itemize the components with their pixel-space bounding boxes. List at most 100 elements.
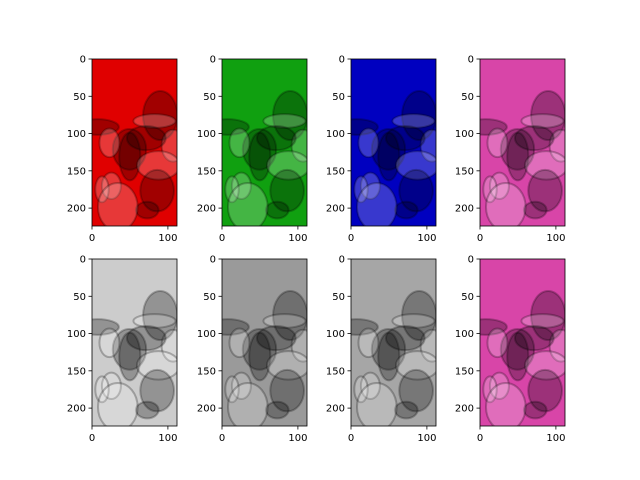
ytick-label: 50 bbox=[73, 92, 86, 103]
image-red-gray bbox=[92, 259, 177, 426]
texture-blob bbox=[384, 124, 426, 152]
ytick-label: 150 bbox=[67, 366, 86, 377]
ytick-label: 200 bbox=[455, 404, 474, 415]
texture-blob bbox=[499, 127, 536, 171]
image-base bbox=[92, 59, 177, 226]
subplot-rgb: 0 50 100 150 200 0 100 bbox=[455, 55, 566, 245]
xtick-label: 100 bbox=[546, 233, 565, 244]
subplot-green: 0 50 100 150 200 0 100 bbox=[197, 55, 308, 245]
image-base bbox=[92, 259, 177, 426]
texture-blob bbox=[520, 113, 565, 129]
xtick-label: 100 bbox=[158, 233, 177, 244]
ytick-label: 100 bbox=[67, 129, 86, 140]
texture-blob bbox=[488, 171, 510, 201]
texture-blob bbox=[548, 128, 565, 163]
texture-blob bbox=[269, 368, 305, 413]
xtick-label: 0 bbox=[348, 433, 354, 444]
axes-frame bbox=[221, 58, 308, 227]
ytick-label: 50 bbox=[332, 92, 345, 103]
texture-blob bbox=[527, 168, 563, 213]
texture-blob bbox=[355, 382, 398, 426]
texture-blob bbox=[226, 382, 269, 426]
ytick-label: 200 bbox=[197, 404, 216, 415]
xtick-label: 100 bbox=[546, 433, 565, 444]
texture-blob bbox=[530, 90, 565, 142]
ytick-label: 150 bbox=[455, 366, 474, 377]
ytick-label: 100 bbox=[326, 129, 345, 140]
ytick-label: 0 bbox=[80, 255, 86, 266]
texture-blob bbox=[484, 382, 527, 426]
texture-blob bbox=[370, 327, 407, 371]
texture-blob bbox=[265, 150, 307, 181]
texture-blob bbox=[255, 324, 297, 352]
axes-frame bbox=[91, 58, 178, 227]
texture-blob bbox=[480, 118, 508, 136]
texture-blob bbox=[523, 350, 565, 381]
ytick-label: 50 bbox=[203, 92, 216, 103]
texture-blob bbox=[527, 368, 563, 413]
texture-blob bbox=[370, 127, 407, 171]
texture-blob bbox=[228, 327, 251, 359]
ytick-label: 50 bbox=[73, 292, 86, 303]
texture-blob bbox=[224, 375, 240, 404]
texture-blob bbox=[248, 331, 272, 382]
texture-blob bbox=[359, 371, 381, 401]
texture-blob bbox=[520, 313, 565, 329]
axes-frame bbox=[479, 58, 566, 227]
image-green bbox=[222, 59, 307, 226]
texture-blob bbox=[132, 313, 177, 329]
ytick-label: 200 bbox=[455, 204, 474, 215]
texture-blob bbox=[98, 327, 121, 359]
xtick-label: 0 bbox=[89, 433, 95, 444]
texture-blob bbox=[419, 328, 436, 363]
texture-blob bbox=[92, 118, 120, 136]
ytick-label: 200 bbox=[326, 404, 345, 415]
texture-blob bbox=[142, 90, 177, 142]
ytick-label: 200 bbox=[326, 204, 345, 215]
texture-blob bbox=[401, 290, 436, 342]
ytick-label: 50 bbox=[332, 292, 345, 303]
texture-blob bbox=[262, 313, 307, 329]
texture-blob bbox=[94, 375, 110, 404]
texture-blob bbox=[160, 328, 177, 363]
ytick-label: 100 bbox=[326, 329, 345, 340]
texture-blob bbox=[230, 371, 252, 401]
texture-blob bbox=[357, 327, 380, 359]
image-blue bbox=[351, 59, 436, 226]
ytick-label: 150 bbox=[197, 366, 216, 377]
xtick-label: 100 bbox=[417, 233, 436, 244]
texture-blob bbox=[118, 331, 142, 382]
ytick-label: 200 bbox=[197, 204, 216, 215]
texture-blob bbox=[398, 368, 434, 413]
image-red bbox=[92, 59, 177, 226]
axes-frame bbox=[221, 258, 308, 427]
ytick-label: 0 bbox=[339, 255, 345, 266]
texture-blob bbox=[125, 124, 167, 152]
texture-blob bbox=[222, 118, 250, 136]
texture-blob bbox=[377, 131, 401, 182]
image-green-gray bbox=[222, 259, 307, 426]
ytick-label: 0 bbox=[210, 55, 216, 66]
ytick-label: 100 bbox=[455, 329, 474, 340]
texture-blob bbox=[272, 290, 307, 342]
texture-blob bbox=[398, 168, 434, 213]
texture-blob bbox=[523, 150, 565, 181]
texture-blob bbox=[94, 175, 110, 204]
texture-blob bbox=[241, 127, 278, 171]
ytick-label: 150 bbox=[455, 166, 474, 177]
texture-blob bbox=[230, 171, 252, 201]
image-base bbox=[351, 59, 436, 226]
xtick-label: 100 bbox=[158, 433, 177, 444]
ytick-label: 0 bbox=[468, 255, 474, 266]
texture-blob bbox=[228, 127, 251, 159]
xtick-label: 0 bbox=[219, 433, 225, 444]
image-base bbox=[351, 259, 436, 426]
texture-blob bbox=[482, 375, 498, 404]
texture-blob bbox=[394, 350, 436, 381]
axes-frame bbox=[350, 258, 437, 427]
texture-blob bbox=[357, 127, 380, 159]
texture-blob bbox=[506, 331, 530, 382]
texture-blob bbox=[290, 128, 307, 163]
image-rgb bbox=[480, 59, 565, 226]
